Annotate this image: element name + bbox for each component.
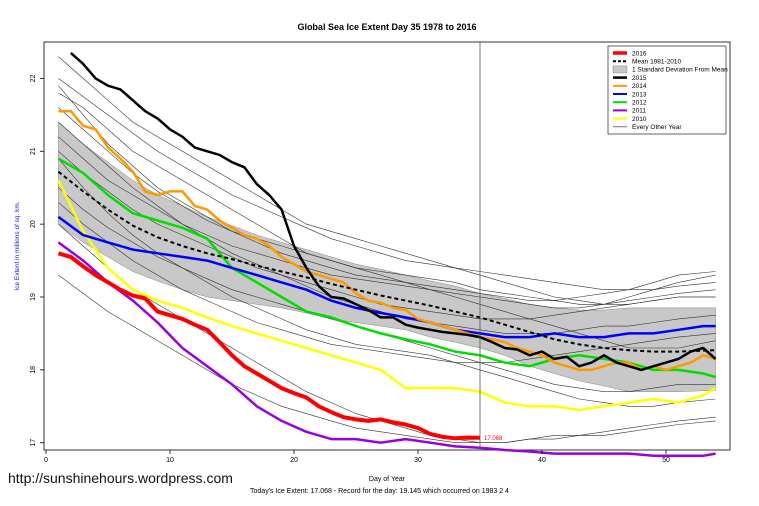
std-deviation-band xyxy=(58,121,716,392)
legend-label: 2014 xyxy=(632,83,647,90)
other-year-line xyxy=(58,56,716,305)
legend-label: Mean 1981-2010 xyxy=(632,59,682,66)
current-value-label: 17.068 xyxy=(484,436,503,442)
axes-layer: 0 10 20 30 40 50 17 18 19 20 21 22 xyxy=(30,74,670,464)
y-tick-label: 20 xyxy=(30,220,37,228)
other-year-line xyxy=(58,121,716,334)
legend-label: Every Other Year xyxy=(632,124,682,131)
x-tick-label: 10 xyxy=(166,457,174,464)
series-layer xyxy=(57,51,717,458)
legend-label: 2015 xyxy=(632,75,647,82)
y-tick-label: 17 xyxy=(30,439,37,447)
other-year-line xyxy=(58,202,716,363)
std-band-layer xyxy=(58,121,716,392)
plot-frame xyxy=(43,41,731,451)
footer-caption: Today's Ice Extent: 17.068 - Record for … xyxy=(250,488,509,495)
series-line-2011 xyxy=(57,241,716,458)
legend-box xyxy=(607,45,727,135)
legend-label: 2011 xyxy=(632,108,646,115)
y-tick-label: 22 xyxy=(30,74,37,82)
x-tick-label: 30 xyxy=(414,457,422,464)
other-year-line xyxy=(58,78,716,290)
legend-label: 1 Standard Deviation From Mean xyxy=(632,67,728,74)
watermark-url: http://sunshinehours.wordpress.com xyxy=(8,470,233,486)
y-tick-label: 19 xyxy=(30,293,37,301)
series-line-2012 xyxy=(57,157,716,379)
x-tick-label: 50 xyxy=(662,457,670,464)
other-years-layer xyxy=(58,56,716,443)
y-tick-label: 18 xyxy=(30,366,37,374)
x-tick-label: 20 xyxy=(290,457,298,464)
series-line-2013 xyxy=(57,215,716,339)
x-tick-label: 40 xyxy=(538,457,546,464)
legend-label: 2016 xyxy=(632,50,647,57)
day-marker-layer: 17.068 xyxy=(479,42,503,450)
series-line-2015 xyxy=(69,51,717,372)
legend-label: 2013 xyxy=(632,91,647,98)
x-tick-label: 0 xyxy=(44,457,48,464)
other-year-line xyxy=(58,107,716,301)
series-line-2010 xyxy=(57,179,717,412)
y-axis-label: Ice Extent in millions of sq. km. xyxy=(14,201,21,290)
x-axis-label: Day of Year xyxy=(369,476,406,483)
legend-swatch xyxy=(612,65,628,74)
other-year-line xyxy=(58,151,716,320)
chart-title: Global Sea Ice Extent Day 35 1978 to 201… xyxy=(297,22,476,32)
legend-label: 2010 xyxy=(632,116,647,123)
other-year-line xyxy=(58,274,716,443)
series-line-2014 xyxy=(58,109,716,372)
series-line-2016 xyxy=(57,251,481,441)
other-year-line xyxy=(58,158,716,407)
series-line-mean-1981-2010 xyxy=(57,170,716,353)
other-year-line xyxy=(58,136,716,309)
legend-label: 2012 xyxy=(632,100,647,107)
y-tick-label: 21 xyxy=(30,147,37,155)
